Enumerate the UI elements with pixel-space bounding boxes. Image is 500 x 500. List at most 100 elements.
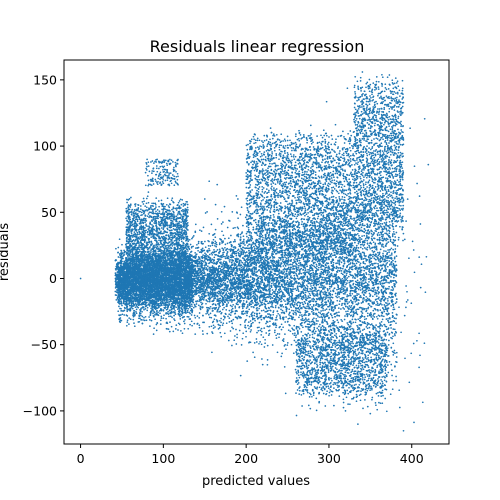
scatter-point xyxy=(291,294,293,297)
scatter-point xyxy=(353,286,356,288)
scatter-point xyxy=(303,235,306,238)
scatter-point xyxy=(252,286,255,289)
scatter-point xyxy=(378,234,381,236)
scatter-point xyxy=(318,264,320,267)
scatter-point xyxy=(324,263,327,266)
scatter-point xyxy=(297,267,300,269)
scatter-point xyxy=(254,300,256,303)
scatter-point xyxy=(278,307,280,309)
scatter-point xyxy=(394,260,397,263)
scatter-point xyxy=(265,322,267,325)
scatter-point xyxy=(376,302,379,305)
scatter-point xyxy=(389,254,391,257)
scatter-point xyxy=(392,192,395,195)
scatter-point xyxy=(215,250,218,253)
scatter-point xyxy=(376,207,378,209)
scatter-point xyxy=(363,318,366,321)
scatter-point xyxy=(345,291,347,293)
scatter-point xyxy=(395,175,398,178)
scatter-point xyxy=(212,299,215,302)
scatter-point xyxy=(385,228,388,231)
scatter-point xyxy=(290,343,293,346)
scatter-point xyxy=(388,220,391,223)
scatter-point xyxy=(230,309,233,311)
scatter-point xyxy=(245,318,247,321)
scatter-point xyxy=(297,265,300,267)
scatter-point xyxy=(323,285,325,287)
scatter-point xyxy=(208,295,211,297)
scatter-point xyxy=(348,301,351,303)
scatter-point xyxy=(277,312,280,315)
scatter-point xyxy=(170,308,173,311)
scatter-point xyxy=(387,364,389,366)
scatter-point xyxy=(208,253,211,256)
scatter-point xyxy=(295,341,297,343)
scatter-point xyxy=(299,264,301,267)
scatter-point xyxy=(338,311,340,314)
scatter-point xyxy=(251,237,254,240)
scatter-point xyxy=(353,163,356,166)
scatter-point xyxy=(191,305,193,308)
scatter-point xyxy=(224,255,226,258)
scatter-point xyxy=(390,296,392,299)
scatter-point xyxy=(231,254,234,256)
scatter-point xyxy=(389,238,392,241)
scatter-point xyxy=(218,248,221,251)
scatter-point xyxy=(241,337,244,340)
scatter-point xyxy=(208,247,210,250)
scatter-point xyxy=(388,339,390,342)
scatter-point xyxy=(390,305,393,307)
scatter-point xyxy=(274,199,277,201)
scatter-point xyxy=(394,334,396,337)
scatter-point xyxy=(371,317,374,320)
scatter-point xyxy=(209,282,211,285)
scatter-point xyxy=(259,257,261,260)
scatter-point xyxy=(364,299,366,301)
scatter-point xyxy=(334,307,336,310)
scatter-point xyxy=(271,240,274,242)
scatter-point xyxy=(209,305,212,308)
scatter-point xyxy=(356,269,359,272)
scatter-point xyxy=(344,315,346,317)
scatter-point xyxy=(251,277,254,279)
scatter-point xyxy=(256,331,258,334)
scatter-point xyxy=(277,192,280,195)
scatter-point xyxy=(368,326,371,329)
scatter-point xyxy=(298,262,300,265)
scatter-point xyxy=(345,289,347,291)
scatter-point xyxy=(392,354,395,356)
scatter-point xyxy=(388,213,391,215)
scatter-point xyxy=(328,308,331,311)
scatter-point xyxy=(346,279,349,282)
scatter-point xyxy=(295,289,298,292)
scatter-point xyxy=(312,269,314,272)
scatter-point xyxy=(259,205,262,208)
scatter-point xyxy=(267,302,270,305)
scatter-point xyxy=(317,266,320,269)
scatter-point xyxy=(268,264,270,267)
scatter-point xyxy=(260,318,263,321)
scatter-point xyxy=(351,287,354,289)
scatter-point xyxy=(225,322,228,325)
scatter-point xyxy=(218,252,220,254)
scatter-point xyxy=(315,284,318,287)
scatter-point xyxy=(332,254,334,257)
scatter-point xyxy=(245,335,247,338)
scatter-point xyxy=(273,292,276,295)
scatter-point xyxy=(392,248,395,251)
scatter-point xyxy=(388,333,391,336)
scatter-point xyxy=(203,270,205,272)
scatter-point xyxy=(329,298,331,300)
scatter-point xyxy=(356,232,359,235)
scatter-point xyxy=(361,329,364,331)
scatter-point xyxy=(269,320,271,323)
scatter-point xyxy=(275,337,278,339)
scatter-point xyxy=(154,318,156,321)
scatter-point xyxy=(200,301,202,304)
scatter-point xyxy=(326,312,329,315)
scatter-point xyxy=(249,320,252,322)
scatter-point xyxy=(231,296,234,299)
scatter-point xyxy=(267,334,270,337)
scatter-point xyxy=(316,309,319,311)
scatter-point xyxy=(280,308,282,311)
